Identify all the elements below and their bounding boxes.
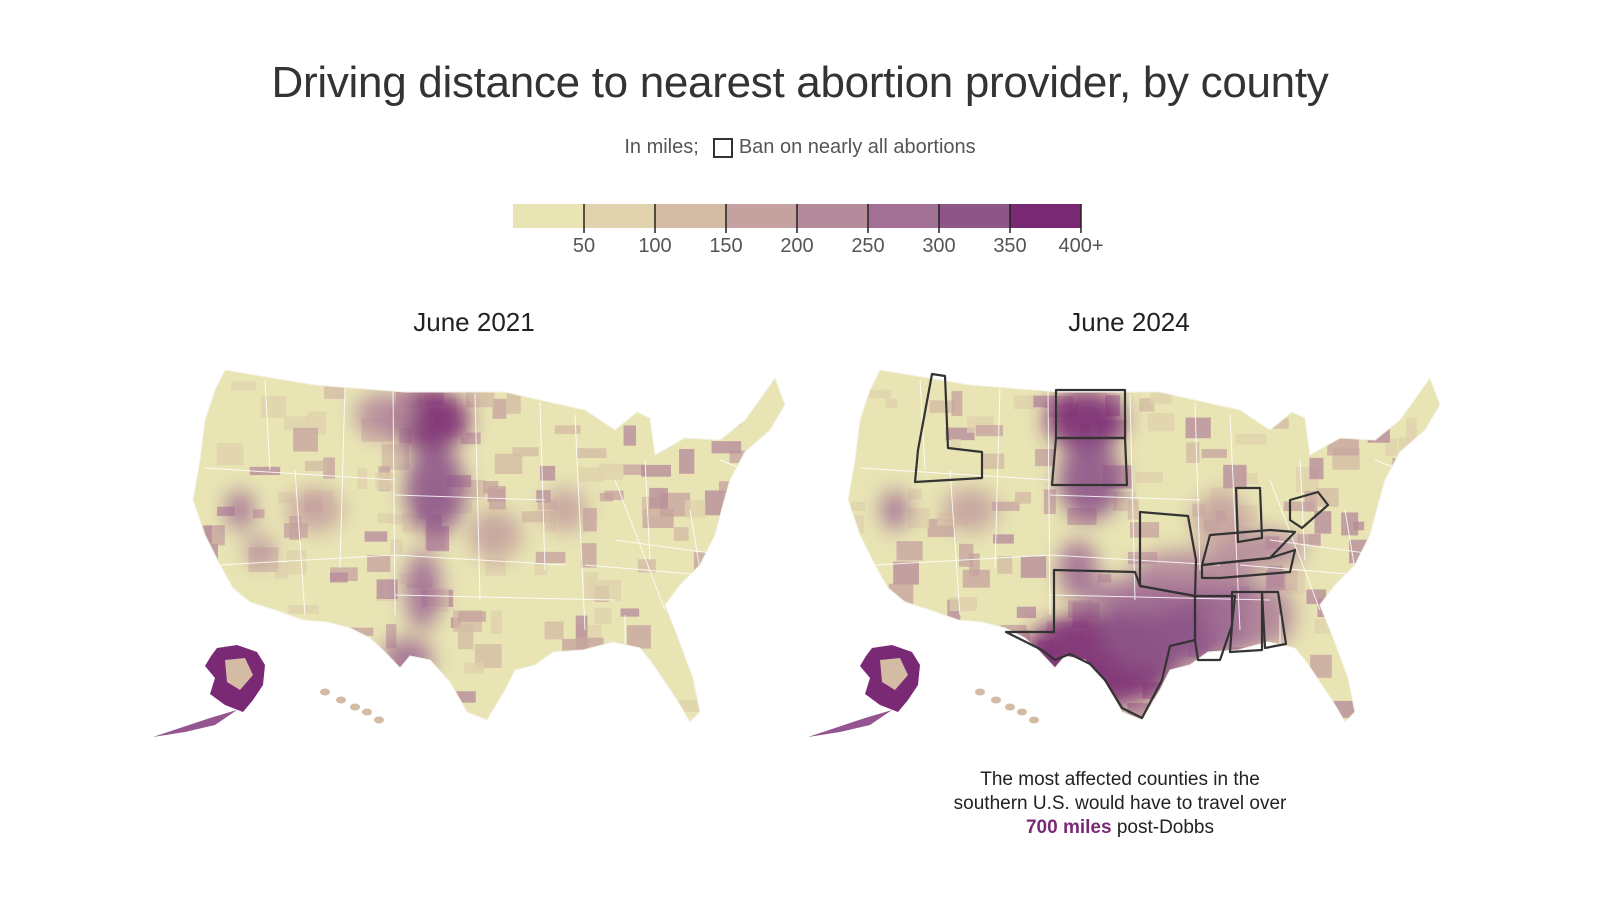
annotation-highlight: 700 miles [1025,817,1112,838]
us-outline [192,369,786,723]
ban-state-border [1193,594,1237,662]
hawaii-island [1005,703,1015,711]
annotation-line-1: The most affected counties in the [980,769,1260,790]
legend-tick-label: 50 [573,235,595,257]
legend-swatch [584,204,655,228]
annotation-tail: post-Dobbs [1111,817,1215,838]
ban-state-border [1228,590,1264,654]
legend-tick-label: 400+ [1058,235,1103,257]
annotation-line-2: southern U.S. would have to travel over [953,793,1287,814]
hawaii-island [320,688,330,696]
us-map-2021 [153,369,786,737]
ban-legend-label: Ban on nearly all abortions [738,136,976,158]
legend-tick-label: 350 [993,235,1026,257]
panel-title-2024: June 2024 [1068,307,1190,337]
subtitle: In miles; Ban on nearly all abortions [0,136,1600,159]
hawaii-island [1017,708,1027,716]
legend-swatch [1010,204,1081,228]
legend-tick-label: 250 [851,235,884,257]
color-legend: 50 100 150 200 250 300 350 400+ [513,204,1104,257]
legend-swatch [868,204,939,228]
legend-swatch [513,204,584,228]
ban-state-border [913,372,984,484]
legend-tick-label: 100 [638,235,671,257]
us-outline [847,369,1441,723]
legend-swatch [797,204,868,228]
ban-state-border [1200,528,1297,567]
legend-swatch [726,204,797,228]
legend-tick-label: 150 [709,235,742,257]
hawaii-island [991,696,1001,704]
chart-title: Driving distance to nearest abortion pro… [271,58,1329,107]
legend-tick-label: 200 [780,235,813,257]
ban-state-border [1138,510,1198,598]
annotation: The most affected counties in the southe… [900,768,1340,840]
ban-state-border [1234,486,1264,544]
panel-title-2021: June 2021 [413,307,535,337]
legend-swatch [655,204,726,228]
ban-state-border [1288,490,1330,530]
us-map-2024 [808,369,1441,737]
ban-legend-swatch [712,138,733,158]
legend-tick-label: 300 [922,235,955,257]
ban-state-border [1050,436,1129,487]
hawaii-island [362,708,372,716]
units-label: In miles; [624,136,699,158]
hawaii-island [336,696,346,704]
ban-state-border [1260,590,1288,650]
hawaii-island [975,688,985,696]
hawaii-island [350,703,360,711]
hawaii-island [374,716,384,724]
legend-swatch [939,204,1010,228]
hawaii-island [1029,716,1039,724]
